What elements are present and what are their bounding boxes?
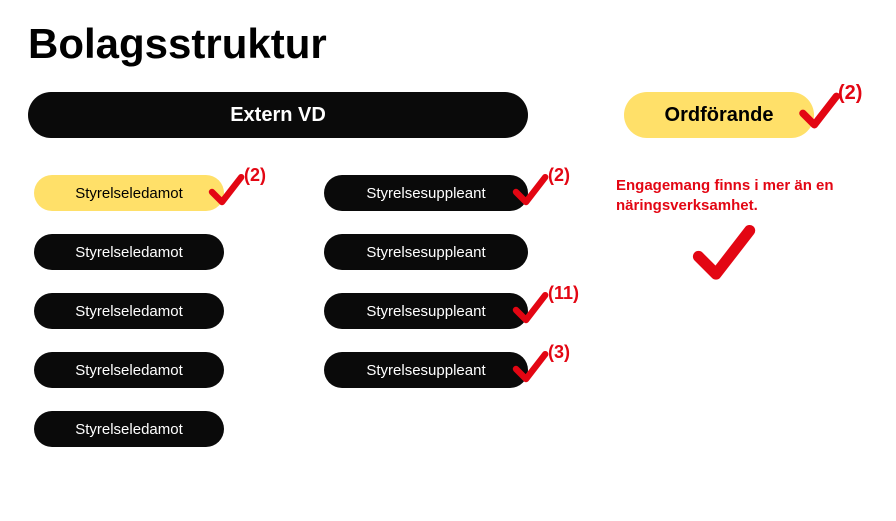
legend-text: Engagemang finns i mer än en näringsverk… <box>616 176 876 215</box>
pill-ledamot-4: Styrelseledamot <box>34 352 224 388</box>
pill-ledamot-3: Styrelseledamot <box>34 293 224 329</box>
page-title: Bolagsstruktur <box>28 20 327 68</box>
pill-ledamot-5: Styrelseledamot <box>34 411 224 447</box>
check-count-suppleant-3: (11) <box>548 283 579 304</box>
pill-ledamot-2: Styrelseledamot <box>34 234 224 270</box>
check-count-ledamot-1: (2) <box>244 165 266 186</box>
check-count-ordforande: (2) <box>838 82 862 105</box>
check-icon-ledamot-1 <box>206 170 246 210</box>
pill-ledamot-1: Styrelseledamot <box>34 175 224 211</box>
check-count-suppleant-4: (3) <box>548 342 570 363</box>
check-icon-suppleant-4 <box>510 347 550 387</box>
check-icon-suppleant-3 <box>510 288 550 328</box>
pill-externvd: Extern VD <box>28 92 528 138</box>
check-icon-suppleant-1 <box>510 170 550 210</box>
pill-suppleant-3: Styrelsesuppleant <box>324 293 528 329</box>
check-icon-legend <box>688 218 758 288</box>
pill-suppleant-4: Styrelsesuppleant <box>324 352 528 388</box>
check-icon-ordforande <box>796 88 842 134</box>
pill-ordforande: Ordförande <box>624 92 814 138</box>
pill-suppleant-2: Styrelsesuppleant <box>324 234 528 270</box>
check-count-suppleant-1: (2) <box>548 165 570 186</box>
pill-suppleant-1: Styrelsesuppleant <box>324 175 528 211</box>
